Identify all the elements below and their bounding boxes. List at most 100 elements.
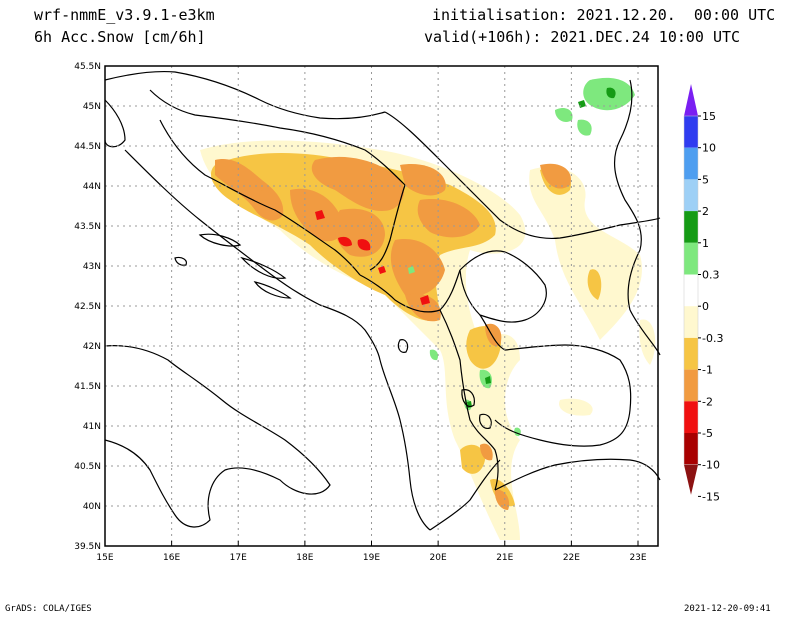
colorbar-swatch xyxy=(684,242,698,275)
bosnia-west xyxy=(159,119,361,276)
snow-area-orange xyxy=(417,199,480,238)
colorbar-label: -10 xyxy=(702,459,720,472)
snow-area-orange xyxy=(390,239,445,297)
colorbar-swatch xyxy=(684,179,698,212)
snow-area-light xyxy=(529,166,642,340)
valid-time: valid(+106h): 2021.DEC.24 10:00 UTC xyxy=(424,28,741,46)
lake-ohrid xyxy=(461,389,475,408)
island-3 xyxy=(253,281,292,299)
lat-tick-label: 40.5N xyxy=(74,462,101,472)
lat-tick-label: 40N xyxy=(83,502,101,512)
colorbar-label: -15 xyxy=(702,490,720,503)
lon-tick-label: 17E xyxy=(230,553,247,563)
colorbar-swatch xyxy=(684,274,698,307)
colorbar-label: -5 xyxy=(702,427,713,440)
colorbar-swatch xyxy=(684,147,698,180)
colorbar-swatch xyxy=(684,211,698,243)
snow-area-orange xyxy=(480,443,493,461)
snow-area-orange xyxy=(494,489,510,510)
snow-area-red xyxy=(420,295,430,305)
latitude-ticks: 39.5N 40N 40.5N 41N 41.5N 42N 42.5N 43N 43.5N 44N… xyxy=(74,62,101,552)
credit-label: GrADS: COLA/IGES xyxy=(5,604,92,614)
lat-tick-label: 39.5N xyxy=(74,542,101,552)
snow-area-green-dark xyxy=(578,100,586,108)
colorbar-label: -2 xyxy=(702,395,713,408)
snow-area-orange xyxy=(540,163,571,189)
snow-area-red xyxy=(338,236,352,247)
snow-area-green xyxy=(408,266,415,274)
colorbar-top-arrow xyxy=(684,84,698,116)
lon-tick-label: 18E xyxy=(296,553,313,563)
map-frame xyxy=(104,65,659,547)
lon-tick-label: 21E xyxy=(496,553,513,563)
kosovo xyxy=(459,250,547,323)
lon-tick-label: 19E xyxy=(363,553,380,563)
island-2 xyxy=(240,256,287,279)
colorbar-swatch xyxy=(684,306,698,338)
croatia-bosnia-north xyxy=(149,89,406,186)
snow-area-light xyxy=(559,398,593,416)
snow-area-light xyxy=(639,319,656,365)
field-title: 6h Acc.Snow [cm/6h] xyxy=(34,28,206,46)
snow-area-orange xyxy=(400,164,446,196)
island-4 xyxy=(174,256,187,266)
lat-tick-label: 45N xyxy=(83,102,101,112)
coastlines-borders xyxy=(104,70,661,531)
albania-east xyxy=(439,309,499,491)
lat-tick-label: 43N xyxy=(83,262,101,272)
colorbar-outline xyxy=(683,115,699,465)
colorbar-swatch xyxy=(684,369,698,402)
colorbar-label: 10 xyxy=(702,142,716,155)
colorbar-swatch xyxy=(684,116,698,148)
island-1 xyxy=(198,233,242,247)
snow-area-green xyxy=(555,108,573,122)
snow-area-red xyxy=(357,239,371,251)
lat-tick-label: 42N xyxy=(83,342,101,352)
colorbar-label: 1 xyxy=(702,237,709,250)
snow-shading xyxy=(200,77,656,540)
snow-area-red xyxy=(315,210,325,220)
greece-coast xyxy=(429,459,501,531)
snow-area-orange xyxy=(259,190,282,219)
albania-coast xyxy=(379,359,431,531)
init-time: initialisation: 2021.12.20. 00:00 UTC xyxy=(432,6,776,24)
lon-tick-label: 22E xyxy=(563,553,580,563)
lake-scutari xyxy=(397,339,409,353)
colorbar-label: 2 xyxy=(702,205,709,218)
lon-tick-label: 20E xyxy=(430,553,447,563)
lat-tick-label: 44N xyxy=(83,182,101,192)
serbia-border xyxy=(384,111,661,240)
snow-area-red xyxy=(378,266,386,274)
lat-tick-label: 42.5N xyxy=(74,302,101,312)
longitude-ticks: 15E 16E 17E 18E 19E 20E 21E 22E 23E xyxy=(96,553,646,563)
snow-area-green xyxy=(429,349,439,361)
lat-tick-label: 41N xyxy=(83,422,101,432)
colorbar-swatch xyxy=(684,433,698,465)
colorbar-bottom-arrow xyxy=(684,464,698,495)
snow-area-green-dark xyxy=(485,376,491,384)
lat-tick-label: 43.5N xyxy=(74,222,101,232)
montenegro xyxy=(359,269,461,313)
colorbar: 15 10 5 2 1 0.3 0 -0.3 -1 -2 -5 -10 -15 xyxy=(683,84,723,503)
snow-area-yellow xyxy=(460,444,485,474)
colorbar-label: -1 xyxy=(702,364,713,377)
colorbar-label: 0.3 xyxy=(702,269,720,282)
lon-tick-label: 16E xyxy=(163,553,180,563)
slovenia-croatia-border xyxy=(104,70,386,120)
lon-tick-label: 15E xyxy=(96,553,113,563)
snow-area-green xyxy=(577,119,592,136)
istria-coast xyxy=(104,99,126,148)
colorbar-label: -0.3 xyxy=(702,332,723,345)
lat-tick-label: 41.5N xyxy=(74,382,101,392)
lon-tick-label: 23E xyxy=(629,553,646,563)
snow-area-orange xyxy=(311,156,405,211)
lake-prespa xyxy=(479,413,492,429)
colorbar-label: 5 xyxy=(702,173,709,186)
lat-tick-label: 45.5N xyxy=(74,62,101,72)
model-title: wrf-nmmE_v3.9.1-e3km xyxy=(34,6,215,24)
italy-coastline xyxy=(104,345,331,528)
bosnia-serbia xyxy=(369,184,406,271)
snow-area-yellow xyxy=(587,269,602,300)
colorbar-label: 0 xyxy=(702,300,709,313)
